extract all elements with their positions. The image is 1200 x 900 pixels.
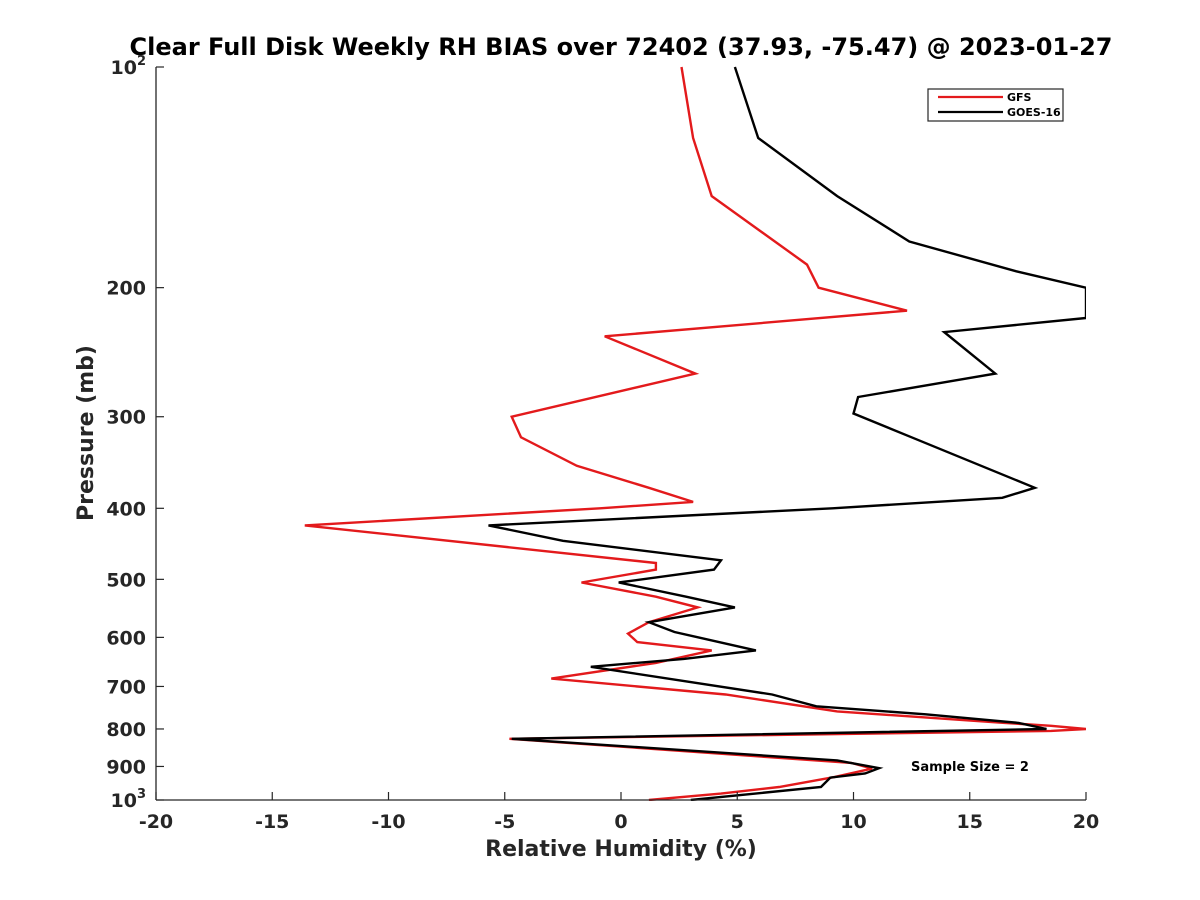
y-axis-ticks: 102 200 300 400 500 600 700 800 900 103 [106, 54, 164, 812]
y-tick-label: 400 [106, 498, 146, 520]
x-tick-label: 10 [840, 811, 866, 833]
x-tick-label: -10 [371, 811, 405, 833]
x-tick-label: 5 [731, 811, 744, 833]
y-tick-label: 600 [106, 627, 146, 649]
x-axis-label: Relative Humidity (%) [485, 837, 757, 862]
x-tick-label: 15 [957, 811, 983, 833]
x-axis-ticks: -20 -15 -10 -5 0 5 10 15 20 [139, 792, 1099, 833]
series-layer [304, 66, 1086, 801]
legend-label-gfs: GFS [1007, 91, 1032, 104]
legend: GFS GOES-16 [927, 88, 1064, 122]
y-tick-label: 300 [106, 407, 146, 429]
y-axis-label: Pressure (mb) [74, 345, 99, 521]
y-tick-label: 700 [106, 676, 146, 698]
y-tick-label: 800 [106, 719, 146, 741]
y-tick-label: 500 [106, 569, 146, 591]
chart-title: Clear Full Disk Weekly RH BIAS over 7240… [130, 33, 1113, 61]
legend-label-goes16: GOES-16 [1007, 106, 1061, 119]
y-tick-label: 103 [111, 787, 147, 812]
y-tick-label: 102 [111, 54, 147, 79]
x-tick-label: -20 [139, 811, 173, 833]
series-line-goes-16 [488, 66, 1086, 801]
y-tick-label: 200 [106, 278, 146, 300]
y-tick-label: 900 [106, 756, 146, 778]
legend-box [927, 88, 1064, 122]
x-tick-label: 0 [614, 811, 627, 833]
x-tick-label: -5 [494, 811, 515, 833]
plot-area [156, 67, 1086, 800]
sample-size-annotation: Sample Size = 2 [911, 760, 1029, 775]
x-tick-label: 20 [1073, 811, 1099, 833]
x-tick-label: -15 [255, 811, 289, 833]
